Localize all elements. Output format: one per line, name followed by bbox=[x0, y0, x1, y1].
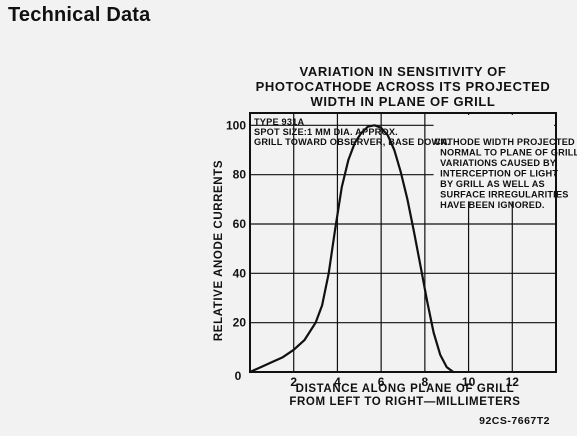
tick-labels: 2 4 6 8 10 12 20 40 60 80 100 0 bbox=[226, 118, 519, 389]
note-line: SURFACE IRREGULARITIES bbox=[440, 190, 568, 200]
y-axis-label: RELATIVE ANODE CURRENTS bbox=[213, 160, 225, 341]
x-axis-label-line: FROM LEFT TO RIGHT—MILLIMETERS bbox=[289, 396, 520, 408]
note-line: HAVE BEEN IGNORED. bbox=[440, 200, 545, 210]
y-tick-label: 100 bbox=[226, 118, 246, 132]
figure-code: 92CS-7667T2 bbox=[479, 415, 550, 427]
note-line: INTERCEPTION OF LIGHT bbox=[440, 169, 558, 179]
x-tick-label: 6 bbox=[378, 375, 385, 389]
y-tick-label: 20 bbox=[233, 316, 247, 330]
y-tick-label: 80 bbox=[233, 168, 247, 182]
note-line: CATHODE WIDTH PROJECTED bbox=[434, 137, 575, 147]
info-line: TYPE 931A bbox=[254, 117, 304, 127]
chart-title-line: VARIATION IN SENSITIVITY OF bbox=[300, 64, 507, 79]
note-line: VARIATIONS CAUSED BY bbox=[440, 158, 556, 168]
note-mask bbox=[433, 115, 554, 202]
info-line: SPOT SIZE:1 MM DIA. APPROX. bbox=[254, 127, 398, 137]
series bbox=[248, 124, 455, 374]
chart-title-line: PHOTOCATHODE ACROSS ITS PROJECTED bbox=[256, 79, 551, 94]
x-tick-label: 10 bbox=[462, 375, 476, 389]
note-line: BY GRILL AS WELL AS bbox=[440, 179, 545, 189]
origin-label: 0 bbox=[235, 369, 242, 383]
series-line bbox=[248, 124, 455, 374]
x-tick-label: 12 bbox=[506, 375, 520, 389]
y-tick-label: 60 bbox=[233, 217, 247, 231]
x-tick-label: 2 bbox=[290, 375, 297, 389]
x-tick-label: 4 bbox=[334, 375, 341, 389]
x-tick-label: 8 bbox=[422, 375, 429, 389]
x-axis-label-line: DISTANCE ALONG PLANE OF GRILL bbox=[296, 383, 515, 395]
chart-title-line: WIDTH IN PLANE OF GRILL bbox=[311, 94, 496, 109]
note-line: NORMAL TO PLANE OF GRILL. bbox=[440, 148, 577, 158]
chart-text: VARIATION IN SENSITIVITY OFPHOTOCATHODE … bbox=[213, 64, 577, 427]
y-tick-label: 40 bbox=[233, 266, 247, 280]
page-title: Technical Data bbox=[8, 4, 151, 26]
plot-frame bbox=[249, 112, 557, 373]
info-line: GRILL TOWARD OBSERVER, BASE DOWN. bbox=[254, 137, 450, 147]
